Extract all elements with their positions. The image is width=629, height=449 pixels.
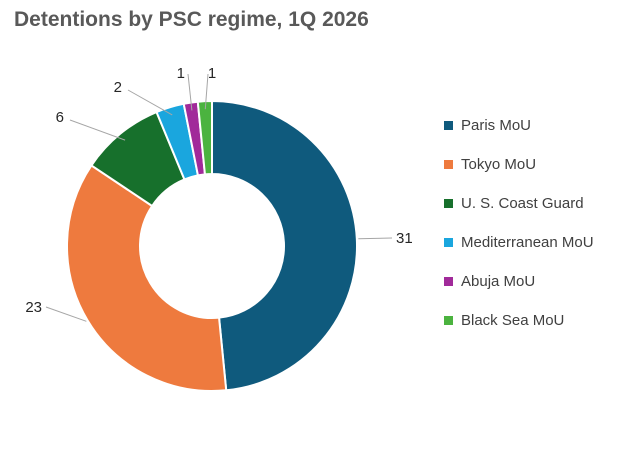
data-label-abuja-mou: 1 bbox=[177, 65, 185, 82]
legend-swatch-abuja-mou bbox=[444, 277, 453, 286]
legend-swatch-paris-mou bbox=[444, 121, 453, 130]
leader-line-mediterranean-mou bbox=[127, 89, 173, 116]
data-label-tokyo-mou: 23 bbox=[25, 299, 42, 316]
legend-label-paris-mou: Paris MoU bbox=[461, 117, 532, 134]
legend-item-abuja-mou: Abuja MoU bbox=[444, 262, 594, 301]
slice-black-sea-mou bbox=[196, 99, 213, 176]
data-label-u-s-coast-guard: 6 bbox=[56, 109, 64, 126]
legend-label-mediterranean-mou: Mediterranean MoU bbox=[461, 234, 594, 251]
leader-line-u-s-coast-guard bbox=[69, 119, 126, 141]
legend-label-black-sea-mou: Black Sea MoU bbox=[461, 312, 565, 329]
legend-item-paris-mou: Paris MoU bbox=[444, 106, 594, 145]
leader-line-paris-mou bbox=[358, 237, 393, 240]
leader-line-tokyo-mou bbox=[45, 306, 87, 322]
chart-legend: Paris MoU Tokyo MoU U. S. Coast Guard Medit… bbox=[444, 106, 594, 340]
data-label-mediterranean-mou: 2 bbox=[114, 79, 122, 96]
data-label-black-sea-mou: 1 bbox=[208, 65, 216, 82]
legend-item-tokyo-mou: Tokyo MoU bbox=[444, 145, 594, 184]
legend-label-u-s-coast-guard: U. S. Coast Guard bbox=[461, 195, 584, 212]
chart-title: Detentions by PSC regime, 1Q 2026 bbox=[14, 8, 369, 31]
legend-swatch-tokyo-mou bbox=[444, 160, 453, 169]
legend-label-abuja-mou: Abuja MoU bbox=[461, 273, 536, 290]
legend-label-tokyo-mou: Tokyo MoU bbox=[461, 156, 537, 173]
legend-swatch-mediterranean-mou bbox=[444, 238, 453, 247]
legend-swatch-black-sea-mou bbox=[444, 316, 453, 325]
data-label-paris-mou: 31 bbox=[396, 230, 413, 247]
slice-tokyo-mou bbox=[66, 164, 228, 392]
legend-item-black-sea-mou: Black Sea MoU bbox=[444, 301, 594, 340]
leader-line-black-sea-mou bbox=[204, 73, 209, 110]
slice-paris-mou bbox=[211, 99, 358, 392]
legend-item-u-s-coast-guard: U. S. Coast Guard bbox=[444, 184, 594, 223]
legend-item-mediterranean-mou: Mediterranean MoU bbox=[444, 223, 594, 262]
leader-line-abuja-mou bbox=[187, 73, 193, 111]
legend-swatch-u-s-coast-guard bbox=[444, 199, 453, 208]
